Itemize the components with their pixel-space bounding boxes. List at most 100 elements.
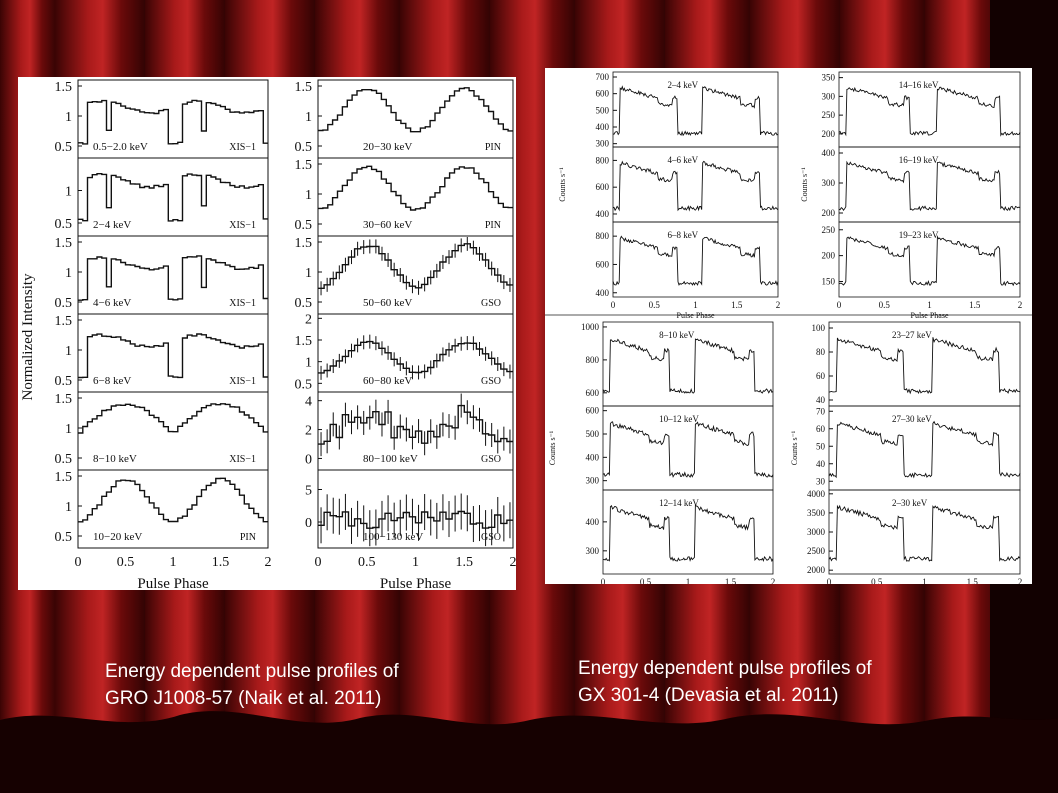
instrument-label: GSO — [481, 298, 501, 309]
band-label: 8−10 keV — [93, 453, 137, 465]
x-tick-label: 2 — [1018, 300, 1023, 310]
band-label: 23–27 keV — [892, 330, 932, 340]
y-tick-label: 150 — [822, 276, 836, 286]
panel-right-0: 0.5 1 1.5 20−30 keV PIN — [295, 79, 514, 159]
y-tick-label: 2 — [305, 312, 312, 327]
y-tick-label: 300 — [586, 546, 600, 556]
band-label: 30−60 keV — [363, 219, 412, 231]
profile-line — [828, 337, 1021, 395]
profile-line — [838, 160, 1021, 212]
caption-left-line1: Energy dependent pulse profiles of — [105, 661, 399, 682]
y-tick-label: 1.5 — [295, 236, 313, 251]
y-tick-label: 40 — [816, 459, 826, 469]
y-tick-label: 400 — [596, 288, 610, 298]
y-tick-label: 0.5 — [55, 217, 73, 232]
y-tick-label: 300 — [586, 476, 600, 486]
y-tick-label: 200 — [822, 208, 836, 218]
band-label: 80−100 keV — [363, 453, 418, 465]
x-tick-label: 1.5 — [725, 577, 737, 584]
y-tick-label: 500 — [596, 105, 610, 115]
x-tick-label: 1.5 — [456, 555, 474, 570]
profile-line — [78, 333, 268, 379]
panel-left-4: 0.5 1 1.5 8−10 keV XIS−1 — [55, 391, 269, 471]
y-tick-label: 1.5 — [55, 314, 73, 329]
band-label: 2–30 keV — [892, 498, 928, 508]
y-tick-label: 0 — [305, 452, 312, 467]
profile-line — [318, 243, 513, 289]
caption-left: Energy dependent pulse profiles of GRO J… — [105, 658, 399, 712]
band-label: 27–30 keV — [892, 414, 932, 424]
band-label: 60−80 keV — [363, 375, 412, 387]
caption-right-line2: GX 301-4 (Devasia et al. 2011) — [578, 685, 839, 706]
profile-line — [78, 403, 268, 434]
profile-line — [318, 404, 513, 445]
panel-left-2: 0.5 1 1.5 4−6 keV XIS−1 — [55, 235, 269, 315]
y-tick-label: 1 — [305, 266, 312, 281]
x-tick-label: 1 — [170, 555, 177, 570]
profile-line — [828, 504, 1021, 562]
y-tick-label: 1 — [65, 266, 72, 281]
y-tick-label: 400 — [596, 209, 610, 219]
stage-floor — [0, 711, 1058, 793]
y-tick-label: 200 — [822, 251, 836, 261]
band-label: 10–12 keV — [659, 414, 699, 424]
y-tick-label: 600 — [596, 259, 610, 269]
instrument-label: PIN — [485, 142, 501, 153]
x-tick-label: 0.5 — [649, 300, 661, 310]
y-tick-label: 1 — [65, 422, 72, 437]
x-tick-label: 1 — [686, 577, 691, 584]
profile-line — [602, 504, 774, 563]
y-tick-label: 60 — [816, 371, 826, 381]
y-tick-label: 0.5 — [295, 218, 313, 233]
y-tick-label: 1.5 — [295, 334, 313, 349]
instrument-label: PIN — [485, 220, 501, 231]
x-tick-label: 1.5 — [212, 555, 230, 570]
band-label: 50−60 keV — [363, 297, 412, 309]
x-tick-label: 2 — [265, 555, 272, 570]
y-tick-label: 2 — [305, 424, 312, 439]
profile-line — [78, 99, 268, 145]
y-tick-label: 0.5 — [55, 374, 73, 389]
band-label: 8–10 keV — [659, 330, 695, 340]
y-tick-label: 40 — [816, 395, 826, 405]
band-label: 14–16 keV — [899, 80, 939, 90]
panel-left-1: 0.5 1 2−4 keV XIS−1 — [55, 157, 269, 237]
y-tick-label: 600 — [586, 388, 600, 398]
y-tick-label: 300 — [822, 91, 836, 101]
x-tick-label: 0.5 — [640, 577, 652, 584]
y-axis-title: Normalized Intensity — [20, 273, 36, 401]
instrument-label: XIS−1 — [229, 142, 256, 153]
y-tick-label: 1 — [65, 500, 72, 515]
band-label: 2–4 keV — [667, 80, 698, 90]
caption-right-line1: Energy dependent pulse profiles of — [578, 658, 872, 679]
y-axis-title: Counts s⁻¹ — [558, 167, 567, 202]
y-tick-label: 0.5 — [295, 296, 313, 311]
instrument-label: XIS−1 — [229, 220, 256, 231]
y-tick-label: 1.5 — [55, 470, 73, 485]
profile-line — [78, 255, 268, 301]
band-label: 2−4 keV — [93, 219, 131, 231]
y-tick-label: 50 — [816, 441, 826, 451]
y-tick-label: 800 — [596, 155, 610, 165]
band-label: 0.5−2.0 keV — [93, 141, 148, 153]
instrument-label: XIS−1 — [229, 298, 256, 309]
y-tick-label: 250 — [822, 225, 836, 235]
x-axis-title: Pulse Phase — [380, 576, 452, 590]
y-tick-label: 30 — [816, 476, 826, 486]
y-tick-label: 300 — [596, 139, 610, 149]
y-tick-label: 1.5 — [295, 80, 313, 95]
instrument-label: GSO — [481, 454, 501, 465]
figure-gro-j1008: Normalized Intensity 0.5 1 1.5 0.5−2.0 keV XI… — [18, 77, 516, 590]
panel-frame — [317, 79, 514, 159]
profile-line — [78, 173, 268, 222]
x-tick-label: 0.5 — [871, 577, 883, 584]
y-tick-label: 400 — [822, 148, 836, 158]
caption-left-line2: GRO J1008-57 (Naik et al. 2011) — [105, 688, 382, 709]
panel-frame — [77, 469, 269, 549]
panel-left-0: 0.5 1 1.5 0.5−2.0 keV XIS−1 — [55, 79, 269, 159]
x-axis-title: Pulse Phase — [911, 311, 949, 320]
y-tick-label: 700 — [596, 72, 610, 82]
panel-frame — [838, 221, 1021, 298]
